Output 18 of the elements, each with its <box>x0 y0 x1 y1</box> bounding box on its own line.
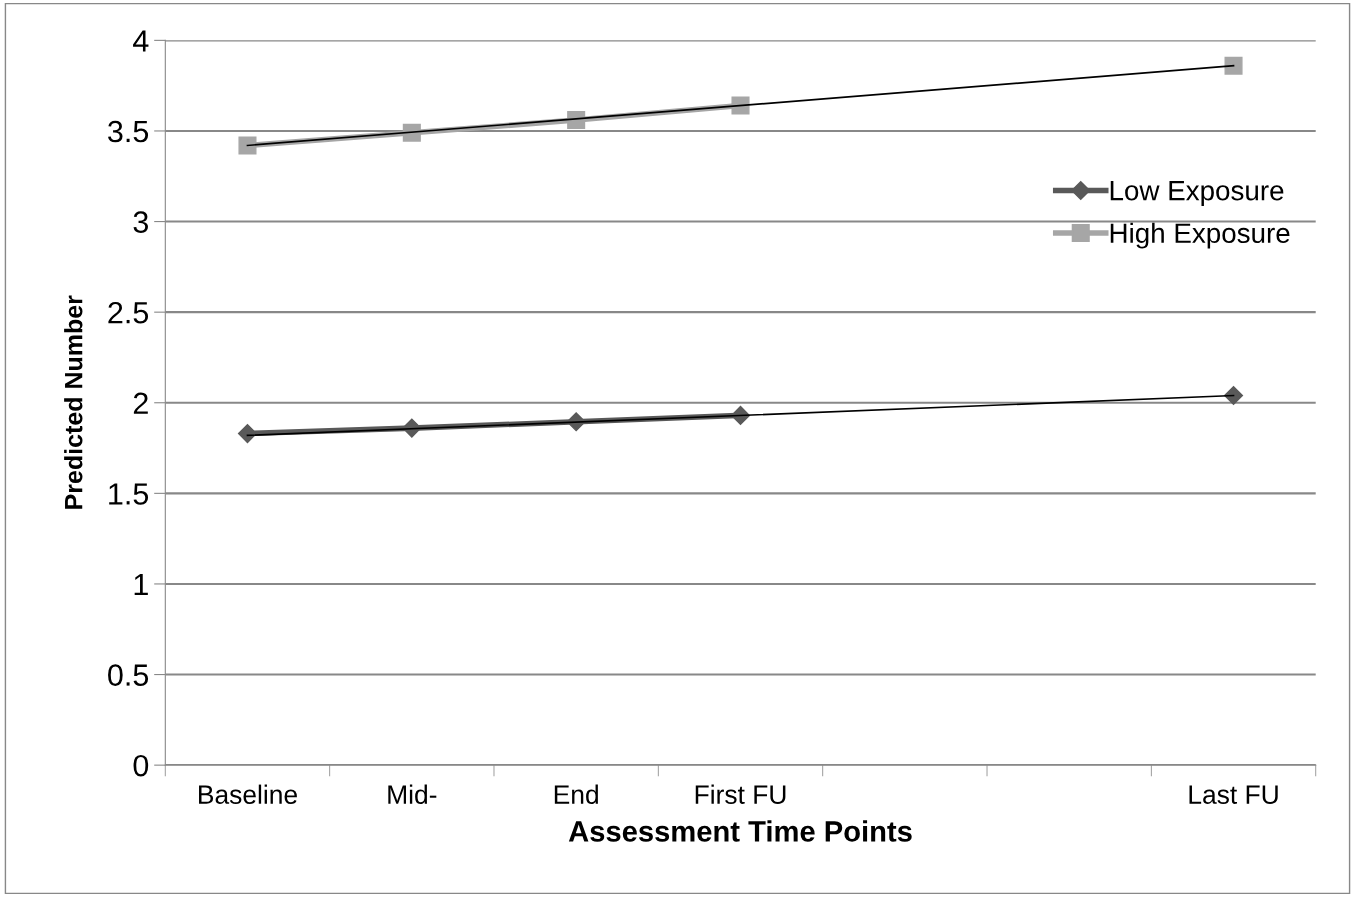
y-tick-label: 3.5 <box>108 120 149 143</box>
legend-label: High Exposure <box>1110 222 1290 249</box>
x-tick-label: Mid- <box>388 784 437 804</box>
y-tick-label: 3 <box>133 211 148 233</box>
x-tick-label: Last FU <box>1189 785 1278 804</box>
y-tick-label: 0 <box>133 754 149 777</box>
y-tick-label: 4 <box>133 30 149 52</box>
legend-label: Low Exposure <box>1110 181 1284 206</box>
y-tick-label: 1 <box>134 574 148 596</box>
y-tick-label: 2.5 <box>108 301 149 324</box>
x-tick-label: First FU <box>695 784 786 804</box>
x-axis-title: Assessment Time Points <box>568 820 912 842</box>
y-tick-label: 1.5 <box>109 483 149 505</box>
y-axis-title: Predicted Number <box>64 295 83 509</box>
y-tick-label: 0.5 <box>108 664 149 686</box>
x-tick-label: Baseline <box>199 784 297 804</box>
x-tick-label: End <box>554 784 598 804</box>
y-tick-label: 2 <box>133 392 148 414</box>
